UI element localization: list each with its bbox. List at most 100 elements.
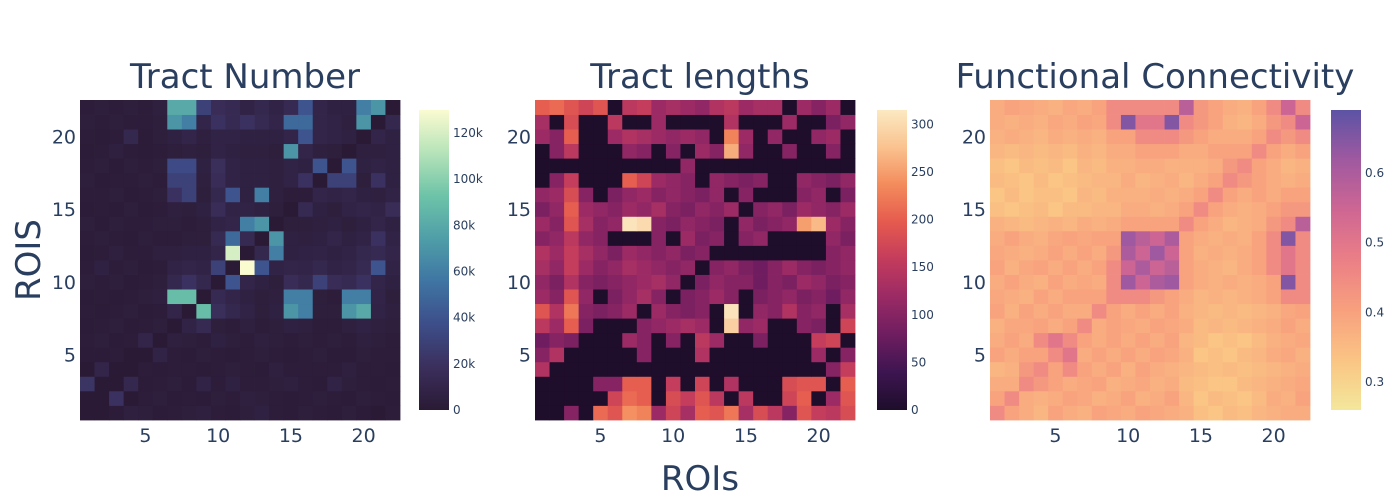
heatmap-cell <box>240 230 255 246</box>
heatmap-cell <box>782 158 798 174</box>
heatmap-cell <box>607 347 623 363</box>
heatmap-cell <box>811 129 827 145</box>
heatmap-cell <box>1251 158 1267 174</box>
heatmap-cell <box>564 303 580 319</box>
heatmap-cell <box>341 245 357 261</box>
heatmap-cell <box>1062 289 1078 305</box>
heatmap-cell <box>782 332 798 348</box>
heatmap-cell <box>1193 245 1209 261</box>
heatmap-cell <box>152 390 168 406</box>
heatmap-cell <box>123 114 139 130</box>
heatmap-cell <box>1120 376 1136 392</box>
heatmap-cell <box>1019 100 1035 115</box>
heatmap-cell <box>1251 303 1267 319</box>
heatmap-cell <box>356 216 372 232</box>
heatmap-cell <box>1266 260 1282 275</box>
heatmap-cell <box>665 405 681 421</box>
heatmap-cell <box>341 289 357 305</box>
heatmap-cell <box>109 245 125 261</box>
heatmap-cell <box>680 260 696 275</box>
heatmap-cell <box>298 114 314 130</box>
heatmap-cell <box>535 230 550 246</box>
heatmap-cell <box>549 201 565 217</box>
heatmap-cell <box>636 245 652 261</box>
heatmap-cell <box>564 114 580 130</box>
heatmap-cell <box>811 347 827 363</box>
heatmap-cell <box>356 274 372 290</box>
heatmap-cell <box>607 187 623 203</box>
heatmap-cell <box>1062 158 1078 174</box>
heatmap-cell <box>1179 332 1195 348</box>
heatmap-cell <box>651 318 667 334</box>
heatmap-cell <box>680 201 696 217</box>
heatmap-cell <box>665 376 681 392</box>
heatmap-cell <box>327 347 343 363</box>
heatmap-cell <box>1033 390 1049 406</box>
heatmap-cell <box>549 230 565 246</box>
heatmap-cell <box>1062 347 1078 363</box>
heatmap-cell <box>1033 405 1049 421</box>
heatmap-cell <box>593 361 609 377</box>
x-axis-ticks: 5 10 15 20 <box>594 425 830 447</box>
heatmap-cell <box>1120 143 1136 159</box>
heatmap-cell <box>1048 187 1064 203</box>
heatmap-cell <box>138 318 154 334</box>
heatmap-cell <box>1048 129 1064 145</box>
heatmap-cell <box>1004 158 1020 174</box>
heatmap-cell <box>578 230 594 246</box>
heatmap-cell <box>80 230 95 246</box>
heatmap-cell <box>990 245 1005 261</box>
heatmap-cell <box>738 260 754 275</box>
heatmap-cell <box>724 216 740 232</box>
heatmap-cell <box>109 230 125 246</box>
y-tick-label: 5 <box>519 345 531 367</box>
heatmap-cell <box>341 318 357 334</box>
heatmap-cell <box>370 187 386 203</box>
heatmap-cell <box>1091 303 1107 319</box>
heatmap-cell <box>709 114 725 130</box>
heatmap-cell <box>825 361 841 377</box>
heatmap-cell <box>578 114 594 130</box>
heatmap-cell <box>94 376 110 392</box>
heatmap-cell <box>1004 303 1020 319</box>
heatmap-cell <box>607 332 623 348</box>
heatmap-cell <box>283 172 299 188</box>
heatmap-cell <box>225 114 241 130</box>
heatmap-cell <box>1164 361 1180 377</box>
heatmap-cell <box>356 114 372 130</box>
heatmap-cell <box>1179 376 1195 392</box>
heatmap-cell <box>167 187 183 203</box>
heatmap-cell <box>1062 216 1078 232</box>
heatmap-cell <box>341 361 357 377</box>
heatmap-cell <box>1077 390 1093 406</box>
x-tick-label: 5 <box>1049 425 1061 447</box>
heatmap-cell <box>196 347 212 363</box>
heatmap-cell <box>123 201 139 217</box>
heatmap-cell <box>269 172 285 188</box>
heatmap-cell <box>1164 172 1180 188</box>
heatmap-cell <box>1004 100 1020 115</box>
heatmap-cell <box>225 143 241 159</box>
heatmap-cell <box>1106 332 1122 348</box>
heatmap-cell <box>210 361 226 377</box>
heatmap-cell <box>665 187 681 203</box>
heatmap-cell <box>825 347 841 363</box>
heatmap-cell <box>767 390 783 406</box>
heatmap-cell <box>564 405 580 421</box>
heatmap-cell <box>680 303 696 319</box>
heatmap-cell <box>80 361 95 377</box>
heatmap-cell <box>811 303 827 319</box>
heatmap-cell <box>196 318 212 334</box>
heatmap-cell <box>607 405 623 421</box>
heatmap-cell <box>1120 245 1136 261</box>
heatmap-cell <box>1179 390 1195 406</box>
y-tick-label: 5 <box>974 345 986 367</box>
heatmap-cell <box>622 230 638 246</box>
heatmap-cell <box>782 289 798 305</box>
heatmap-cell <box>138 245 154 261</box>
heatmap-cell <box>1135 172 1151 188</box>
colorbar-tick-label: 120k <box>453 126 483 140</box>
heatmap-cell <box>564 230 580 246</box>
heatmap-cell <box>196 303 212 319</box>
heatmap-cell <box>370 347 386 363</box>
